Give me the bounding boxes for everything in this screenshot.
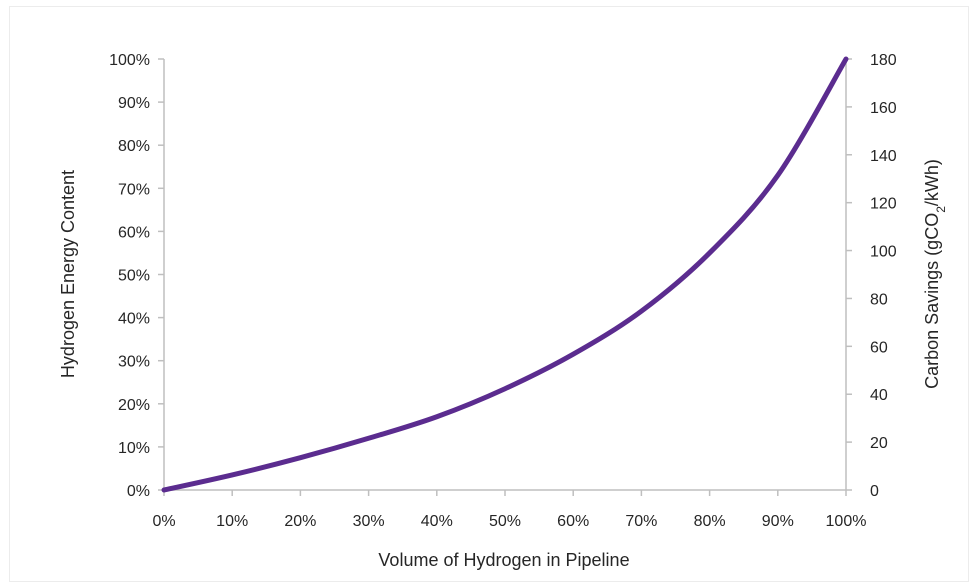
right-y-axis-title-subscript: 2 (934, 206, 948, 213)
tick-marks (158, 58, 852, 496)
right-y-tick-label: 140 (870, 148, 897, 165)
left-y-axis-title: Hydrogen Energy Content (58, 170, 78, 378)
left-y-tick-label: 60% (118, 224, 150, 241)
x-tick-label: 90% (762, 513, 794, 530)
left-y-tick-label: 40% (118, 311, 150, 328)
right-y-axis-title-main: Carbon Savings (gCO (922, 213, 942, 389)
x-tick-label: 30% (353, 513, 385, 530)
left-y-tick-label: 50% (118, 268, 150, 285)
left-y-tick-label: 100% (109, 52, 150, 69)
right-y-tick-label: 100 (870, 244, 897, 261)
axes (163, 59, 847, 491)
right-y-axis-title: Carbon Savings (gCO2/kWh) (922, 159, 948, 389)
x-tick-label: 80% (694, 513, 726, 530)
x-axis-title: Volume of Hydrogen in Pipeline (378, 550, 629, 570)
left-y-tick-label: 20% (118, 397, 150, 414)
right-y-tick-label: 80 (870, 291, 888, 308)
right-y-tick-label: 60 (870, 339, 888, 356)
x-tick-label: 20% (284, 513, 316, 530)
left-y-tick-label: 70% (118, 181, 150, 198)
right-y-tick-label: 120 (870, 196, 897, 213)
x-tick-label: 100% (826, 513, 867, 530)
chart-frame (9, 6, 969, 582)
x-tick-label: 40% (421, 513, 453, 530)
right-y-tick-label: 180 (870, 52, 897, 69)
series-layer (161, 56, 849, 493)
tick-labels: 0% 10% 20% 30% 40% 50% 60% 70% 80% 90% 100% 0% 10% 20… (109, 52, 897, 530)
left-y-tick-label: 0% (127, 483, 150, 500)
x-tick-label: 0% (152, 513, 175, 530)
series-line (161, 56, 849, 493)
left-y-tick-label: 80% (118, 138, 150, 155)
right-y-axis-title-unit: /kWh) (922, 159, 942, 206)
left-y-tick-label: 10% (118, 440, 150, 457)
right-y-tick-label: 40 (870, 387, 888, 404)
right-y-tick-label: 20 (870, 435, 888, 452)
left-y-tick-label: 30% (118, 354, 150, 371)
right-y-tick-label: 0 (870, 483, 879, 500)
x-tick-label: 50% (489, 513, 521, 530)
right-y-tick-label: 160 (870, 100, 897, 117)
x-tick-label: 60% (557, 513, 589, 530)
x-tick-label: 10% (216, 513, 248, 530)
left-y-tick-label: 90% (118, 95, 150, 112)
x-tick-label: 70% (625, 513, 657, 530)
